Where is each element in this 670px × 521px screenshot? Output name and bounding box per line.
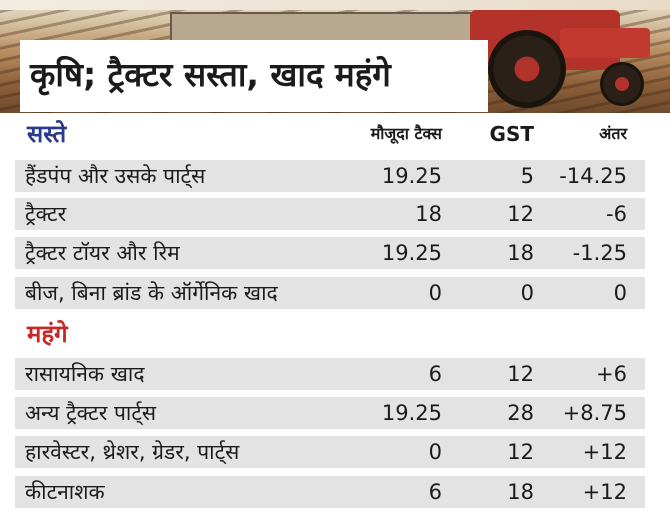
header-banner-photo: कृषि; ट्रैक्टर सस्ता, खाद महंगे (0, 0, 670, 113)
item-name: ट्रैक्टर टॉयर और रिम (25, 241, 180, 265)
item-name: अन्य ट्रैक्टर पार्ट्स (25, 401, 157, 425)
diff-value: 0 (613, 281, 627, 305)
tractor-front-wheel (600, 62, 644, 106)
item-name: हैंडपंप और उसके पार्ट्स (25, 164, 206, 188)
sky (0, 0, 670, 10)
section-label-costlier: महंगे (27, 320, 68, 348)
item-name: बीज, बिना ब्रांड के ऑर्गेनिक खाद (25, 281, 278, 305)
diff-value: -6 (606, 202, 627, 226)
gst-value: 12 (507, 440, 534, 464)
gst-value: 28 (507, 401, 534, 425)
section-header-cheaper: सस्ते मौजूदा टैक्स GST अंतर (15, 118, 645, 150)
column-header-diff: अंतर (599, 124, 627, 143)
old-tax-value: 18 (415, 202, 442, 226)
table-row: रासायनिक खाद 6 12 +6 (15, 358, 645, 390)
tractor-hood (560, 28, 650, 58)
section-header-costlier: महंगे (15, 318, 645, 350)
old-tax-value: 19.25 (381, 401, 442, 425)
table-row: बीज, बिना ब्रांड के ऑर्गेनिक खाद 0 0 0 (15, 277, 645, 309)
old-tax-value: 6 (428, 362, 442, 386)
table-row: हारवेस्टर, थ्रेशर, ग्रेडर, पार्ट्स 0 12 … (15, 436, 645, 468)
item-name: ट्रैक्टर (25, 202, 67, 226)
item-name: रासायनिक खाद (25, 362, 145, 386)
item-name: कीटनाशक (25, 480, 105, 504)
table-row: अन्य ट्रैक्टर पार्ट्स 19.25 28 +8.75 (15, 397, 645, 429)
section-label-cheaper: सस्ते (27, 120, 67, 148)
table-row: कीटनाशक 6 18 +12 (15, 476, 645, 508)
old-tax-value: 19.25 (381, 164, 442, 188)
gst-value: 5 (520, 164, 534, 188)
diff-value: +6 (596, 362, 627, 386)
old-tax-value: 19.25 (381, 241, 442, 265)
gst-value: 12 (507, 362, 534, 386)
diff-value: +12 (582, 440, 627, 464)
old-tax-value: 0 (428, 440, 442, 464)
column-header-old-tax: मौजूदा टैक्स (370, 124, 442, 143)
page-title: कृषि; ट्रैक्टर सस्ता, खाद महंगे (30, 55, 391, 94)
diff-value: -1.25 (572, 241, 627, 265)
gst-value: 18 (507, 480, 534, 504)
item-name: हारवेस्टर, थ्रेशर, ग्रेडर, पार्ट्स (25, 440, 240, 464)
table-row: हैंडपंप और उसके पार्ट्स 19.25 5 -14.25 (15, 160, 645, 192)
old-tax-value: 0 (428, 281, 442, 305)
gst-value: 12 (507, 202, 534, 226)
table-row: ट्रैक्टर टॉयर और रिम 19.25 18 -1.25 (15, 237, 645, 269)
gst-value: 18 (507, 241, 534, 265)
diff-value: -14.25 (559, 164, 627, 188)
diff-value: +8.75 (562, 401, 627, 425)
table-row: ट्रैक्टर 18 12 -6 (15, 198, 645, 230)
gst-value: 0 (520, 281, 534, 305)
diff-value: +12 (582, 480, 627, 504)
tractor-rear-wheel (488, 30, 566, 108)
column-header-gst: GST (489, 122, 534, 146)
title-box: कृषि; ट्रैक्टर सस्ता, खाद महंगे (20, 40, 488, 112)
old-tax-value: 6 (428, 480, 442, 504)
